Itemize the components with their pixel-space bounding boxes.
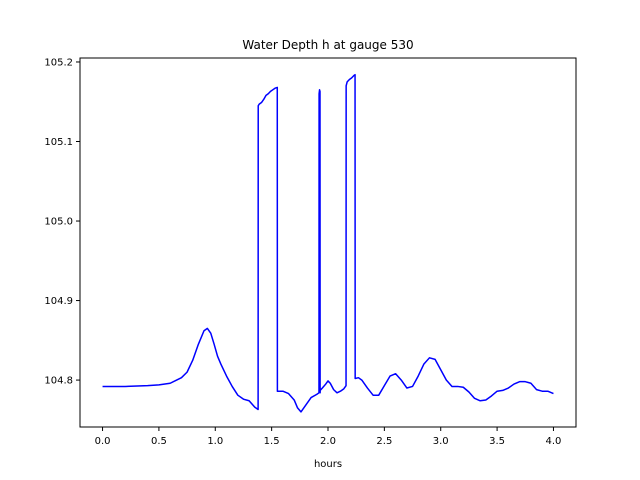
y-tick-label: 104.8 bbox=[44, 376, 73, 387]
x-tick-label: 4.0 bbox=[546, 436, 562, 447]
x-axis-label: hours bbox=[314, 459, 342, 470]
y-tick-label: 105.2 bbox=[44, 57, 73, 68]
series-layer bbox=[102, 73, 554, 413]
x-axis-ticks: 0.0 0.5 1.0 1.5 2.0 2.5 3.0 3.5 4.0 bbox=[95, 427, 562, 447]
x-tick-label: 0.0 bbox=[95, 436, 111, 447]
x-tick-label: 1.5 bbox=[264, 436, 280, 447]
x-tick-label: 0.5 bbox=[151, 436, 167, 447]
series-line-0 bbox=[102, 73, 554, 413]
y-axis-ticks: 104.8 104.9 105.0 105.1 105.2 bbox=[44, 57, 80, 387]
y-tick-label: 104.9 bbox=[44, 296, 73, 307]
x-tick-label: 3.5 bbox=[489, 436, 505, 447]
chart-title: Water Depth h at gauge 530 bbox=[242, 38, 413, 52]
y-tick-label: 105.0 bbox=[44, 217, 73, 228]
x-tick-label: 2.0 bbox=[320, 436, 336, 447]
x-tick-label: 2.5 bbox=[376, 436, 392, 447]
plot-background bbox=[80, 58, 576, 427]
y-tick-label: 105.1 bbox=[44, 137, 73, 148]
x-tick-label: 3.0 bbox=[433, 436, 449, 447]
x-tick-label: 1.0 bbox=[207, 436, 223, 447]
